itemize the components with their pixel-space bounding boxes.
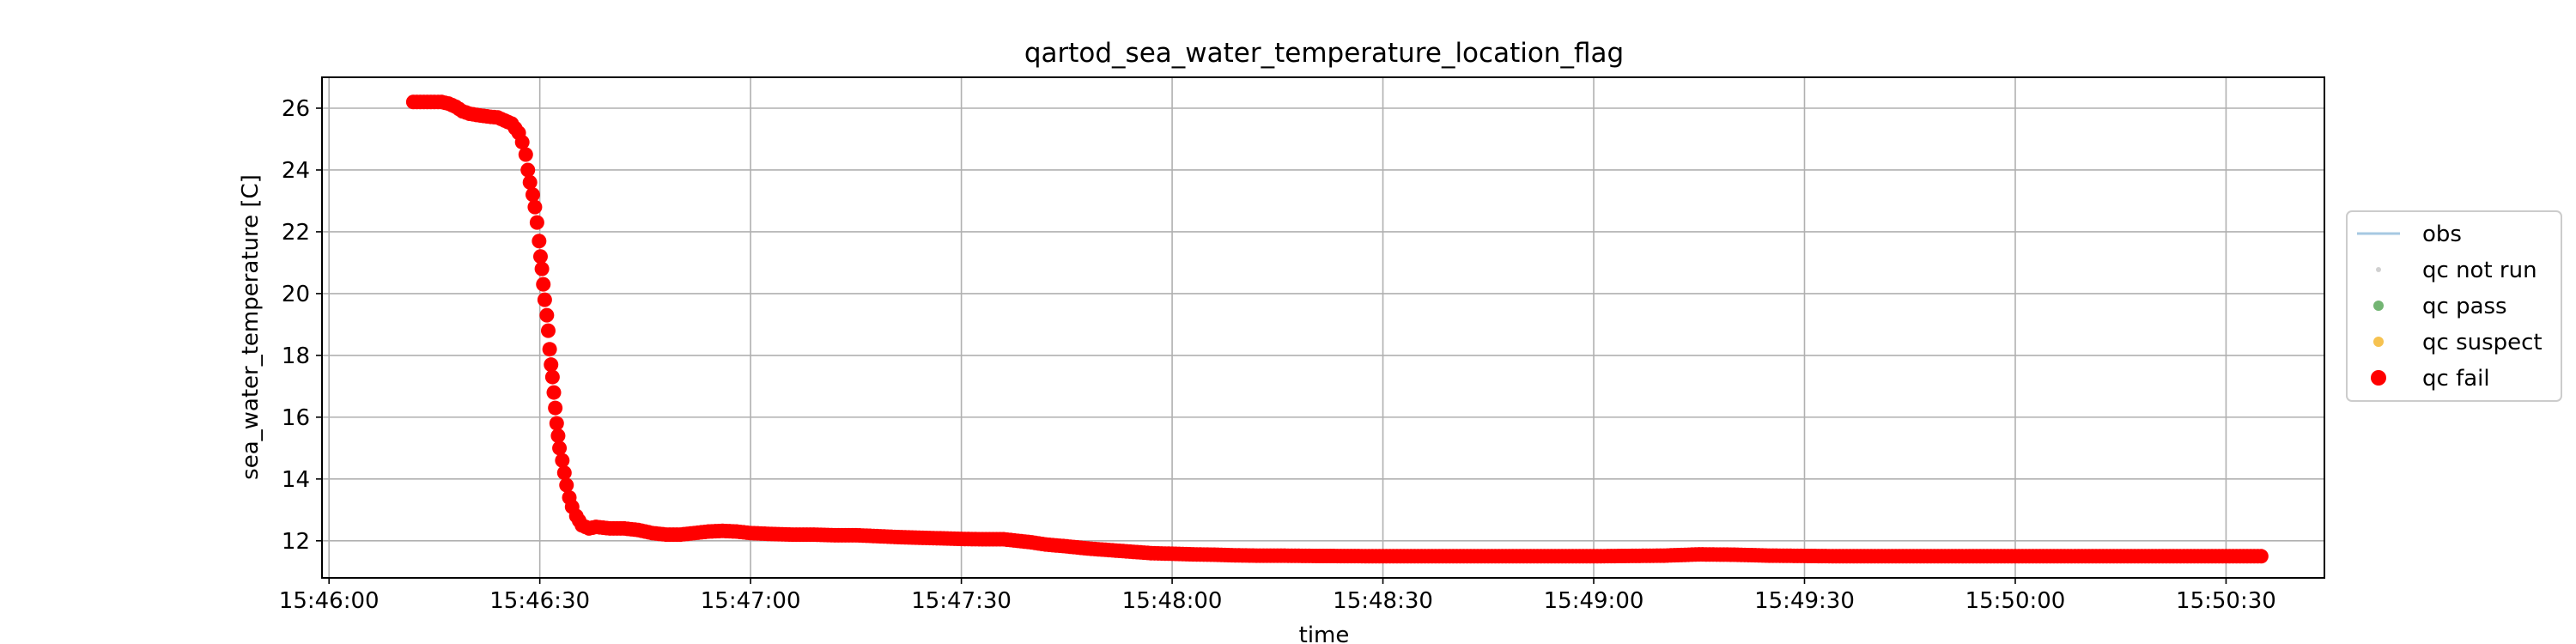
data-point xyxy=(2253,549,2269,564)
x-tick-label: 15:49:30 xyxy=(1754,588,1855,614)
data-point xyxy=(549,416,564,431)
legend-label: qc not run xyxy=(2422,258,2537,283)
y-tick-label: 18 xyxy=(282,343,310,369)
data-point xyxy=(559,477,574,493)
data-point xyxy=(542,342,557,357)
y-tick-label: 26 xyxy=(282,96,310,122)
data-point xyxy=(544,357,559,373)
legend-key-qc-suspect xyxy=(2373,337,2384,347)
y-tick-label: 20 xyxy=(282,282,310,307)
x-tick-label: 15:47:00 xyxy=(701,588,801,614)
data-point xyxy=(514,135,530,150)
data-point xyxy=(534,261,550,276)
y-tick-label: 12 xyxy=(282,529,310,555)
legend-label: qc suspect xyxy=(2422,330,2543,355)
data-point xyxy=(552,440,568,456)
data-point xyxy=(540,323,556,338)
data-point xyxy=(536,276,551,292)
x-tick-label: 15:46:00 xyxy=(279,588,380,614)
data-point xyxy=(532,234,547,249)
data-point xyxy=(537,292,552,307)
x-tick-label: 15:47:30 xyxy=(911,588,1012,614)
data-point xyxy=(522,174,538,190)
data-point xyxy=(550,428,566,443)
legend-label: obs xyxy=(2422,222,2462,247)
legend-key-qc-pass xyxy=(2373,301,2384,311)
data-point xyxy=(556,465,572,481)
data-point xyxy=(529,215,544,230)
y-axis-title: sea_water_temperature [C] xyxy=(238,174,264,480)
data-point xyxy=(532,249,548,264)
x-tick-label: 15:49:00 xyxy=(1544,588,1644,614)
x-tick-label: 15:48:00 xyxy=(1122,588,1223,614)
data-point xyxy=(555,453,570,468)
x-tick-label: 15:50:00 xyxy=(1965,588,2066,614)
y-axis-ticks: 12 14 16 18 20 22 24 26 xyxy=(282,96,322,555)
x-tick-label: 15:50:30 xyxy=(2176,588,2276,614)
y-tick-label: 22 xyxy=(282,220,310,246)
legend-key-qc-fail xyxy=(2371,370,2386,386)
qc-fail-points xyxy=(405,94,2269,564)
y-tick-label: 24 xyxy=(282,158,310,184)
x-axis-ticks: 15:46:00 15:46:30 15:47:00 15:47:30 15:48:00… xyxy=(279,578,2276,614)
data-point xyxy=(544,369,560,385)
chart-title: qartod_sea_water_temperature_location_fl… xyxy=(1024,38,1624,69)
data-point xyxy=(520,162,536,178)
data-point xyxy=(539,307,555,323)
legend-label: qc pass xyxy=(2422,294,2507,319)
legend-label: qc fail xyxy=(2422,366,2490,392)
x-tick-label: 15:46:30 xyxy=(489,588,590,614)
x-tick-label: 15:48:30 xyxy=(1333,588,1433,614)
plot-frame xyxy=(321,76,2325,579)
data-point xyxy=(518,147,533,162)
y-tick-label: 16 xyxy=(282,405,310,431)
x-axis-title: time xyxy=(1299,623,1350,644)
data-point xyxy=(525,187,540,203)
data-point xyxy=(527,199,543,215)
legend: obs qc not run qc pass qc suspect qc fail xyxy=(2346,210,2562,402)
data-point xyxy=(546,385,562,400)
data-point xyxy=(548,400,563,416)
y-tick-label: 14 xyxy=(282,467,310,493)
grid xyxy=(322,77,2324,578)
legend-key-qc-not-run xyxy=(2376,267,2381,272)
legend-box xyxy=(2346,210,2562,402)
